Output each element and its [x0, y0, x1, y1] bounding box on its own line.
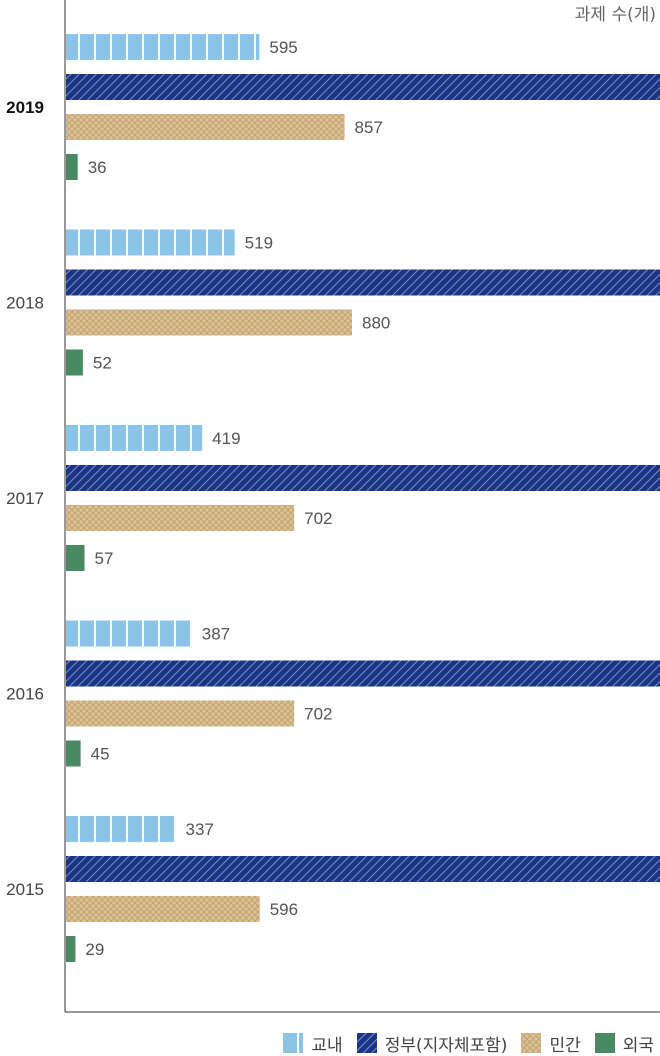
bar-2018-series-2: [66, 309, 352, 336]
data-label-2019-series-3: 36: [88, 158, 107, 177]
category-label-2016: 2016: [6, 685, 44, 704]
bar-2015-series-3: [66, 936, 76, 962]
category-label-2018: 2018: [6, 294, 44, 313]
bar-2017-series-0: [66, 425, 203, 451]
legend-label: 민간: [549, 1035, 581, 1056]
bar-2019-series-3: [66, 154, 78, 180]
bar-2016-series-2: [66, 700, 295, 727]
legend-item-정부: 정부(지자체포함): [356, 1031, 508, 1056]
data-label-2018-series-0: 519: [245, 234, 273, 253]
data-label-2017-series-2: 702: [304, 509, 332, 528]
legend-label: 외국: [622, 1035, 654, 1056]
data-label-2016-series-2: 702: [304, 705, 332, 724]
data-label-2019-series-2: 857: [355, 118, 383, 137]
bar-2018-series-3: [66, 349, 83, 376]
bar-2018-series-1: [66, 269, 660, 296]
category-label-2015: 2015: [6, 880, 44, 899]
data-label-2016-series-3: 45: [91, 745, 110, 764]
legend-label: 정부(지자체포함): [384, 1035, 508, 1056]
legend: 교내 정부(지자체포함) 민간 외국: [0, 1030, 660, 1056]
bar-chart: 20195952,5188573620185192,58688052201741…: [6, 0, 660, 1013]
bar-2019-series-2: [66, 114, 345, 140]
bar-2019-series-0: [66, 34, 260, 60]
data-label-2018-series-3: 52: [93, 354, 112, 373]
legend-swatch-민간: [521, 1033, 542, 1053]
bar-2017-series-1: [66, 465, 660, 491]
category-label-2019: 2019: [6, 98, 44, 117]
data-label-2017-series-3: 57: [95, 549, 114, 568]
data-label-2019-series-0: 595: [269, 38, 297, 57]
legend-item-외국: 외국: [594, 1031, 654, 1056]
bar-2016-series-0: [66, 620, 192, 647]
legend-swatch-교내: [283, 1033, 304, 1053]
category-label-2017: 2017: [6, 489, 44, 508]
bar-2017-series-2: [66, 505, 295, 531]
legend-swatch-정부: [356, 1033, 377, 1053]
unit-label: 과제 수(개): [574, 5, 656, 25]
legend-label: 교내: [311, 1035, 343, 1056]
data-label-2015-series-0: 337: [186, 820, 214, 839]
bar-2015-series-1: [66, 856, 660, 882]
legend-swatch-외국: [594, 1033, 615, 1053]
bar-2017-series-3: [66, 545, 85, 571]
bar-2019-series-1: [66, 74, 660, 100]
data-label-2015-series-2: 596: [270, 900, 298, 919]
bar-2018-series-0: [66, 229, 235, 256]
bar-2016-series-1: [66, 660, 660, 687]
data-label-2016-series-0: 387: [202, 625, 230, 644]
bar-2015-series-2: [66, 896, 260, 922]
bar-2016-series-3: [66, 740, 81, 767]
legend-item-민간: 민간: [521, 1031, 581, 1056]
legend-item-교내: 교내: [283, 1031, 343, 1056]
data-label-2018-series-2: 880: [362, 314, 390, 333]
bar-2015-series-0: [66, 816, 176, 842]
data-label-2015-series-3: 29: [85, 940, 104, 959]
data-label-2017-series-0: 419: [212, 429, 240, 448]
